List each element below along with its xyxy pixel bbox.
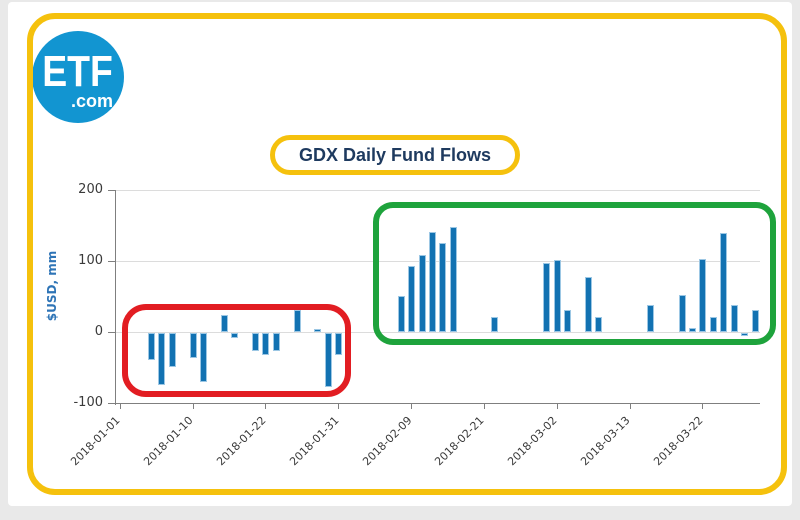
- bar-2018-02-09: [408, 266, 416, 333]
- bar-2018-02-15: [449, 227, 457, 333]
- x-tick-mark: [483, 404, 485, 409]
- gridline-100: [115, 261, 760, 263]
- bar-2018-01-08: [168, 333, 176, 368]
- bar-2018-03-07: [585, 276, 593, 333]
- x-tick-mark: [338, 404, 340, 409]
- x-tick-label: 2018-02-21: [432, 413, 488, 469]
- x-tick-mark: [702, 404, 704, 409]
- x-tick-label: 2018-03-22: [651, 413, 706, 469]
- bar-2018-01-25: [293, 310, 301, 333]
- chart-title: GDX Daily Fund Flows: [298, 144, 491, 165]
- x-tick-mark: [265, 404, 267, 409]
- logo-etf-text: ETF: [42, 47, 114, 97]
- bar-2018-02-12: [418, 254, 426, 333]
- x-tick-label: 2018-01-01: [68, 413, 123, 469]
- x-tick-mark: [629, 404, 631, 409]
- x-tick-label: 2018-01-22: [214, 413, 269, 469]
- bar-2018-01-30: [324, 333, 332, 387]
- bar-2018-03-15: [647, 305, 655, 333]
- bar-2018-01-29: [314, 329, 322, 333]
- bar-2018-03-20: [678, 295, 686, 333]
- x-tick-label: 2018-02-09: [359, 413, 415, 469]
- bar-2018-03-23: [709, 316, 717, 333]
- x-tick-mark: [192, 404, 194, 409]
- x-tick-mark: [411, 404, 413, 409]
- bar-2018-01-22: [262, 333, 270, 355]
- x-tick-label: 2018-03-13: [578, 413, 633, 469]
- bar-chart: $USD, mm 200 100 0 -100 2018-01-01 2018-01-10…: [45, 182, 760, 468]
- y-tick-mark: [108, 403, 115, 405]
- bar-2018-01-31: [335, 333, 343, 356]
- bar-2018-02-22: [491, 317, 499, 333]
- bar-2018-03-05: [564, 309, 572, 333]
- gridline-200: [115, 190, 760, 191]
- chart-title-highlight: GDX Daily Fund Flows: [270, 135, 520, 175]
- bar-2018-01-11: [200, 333, 208, 382]
- bar-2018-01-04: [148, 333, 155, 361]
- bar-2018-01-10: [189, 333, 197, 359]
- bar-2018-02-13: [428, 231, 436, 333]
- y-tick-mark: [108, 261, 115, 263]
- bar-2018-03-29: [751, 309, 759, 333]
- bar-2018-01-17: [231, 333, 239, 338]
- x-tick-mark: [556, 404, 558, 409]
- y-tick-label: -100: [73, 395, 103, 411]
- bar-2018-03-26: [720, 233, 728, 333]
- etfcom-logo: ETF .com: [32, 31, 124, 123]
- bar-2018-03-08: [595, 316, 603, 333]
- content-card: ETF .com GDX Daily Fund Flows $USD, mm 2…: [8, 2, 792, 506]
- bar-2018-03-21: [689, 328, 697, 333]
- bar-2018-03-01: [543, 263, 551, 333]
- bar-2018-01-23: [272, 333, 280, 352]
- y-axis-line: [115, 190, 116, 405]
- bar-2018-03-27: [730, 305, 738, 333]
- y-tick-label: 0: [94, 324, 103, 340]
- gridline--100: [115, 403, 760, 405]
- logo-com-text: .com: [70, 90, 113, 111]
- y-tick-mark: [108, 190, 115, 191]
- bar-2018-01-16: [220, 314, 228, 333]
- bar-2018-02-08: [397, 296, 405, 333]
- bar-2018-03-28: [741, 333, 749, 337]
- bar-2018-03-02: [553, 260, 561, 333]
- x-tick-label: 2018-01-10: [141, 413, 196, 469]
- bar-2018-01-05: [158, 333, 166, 386]
- x-tick-label: 2018-01-31: [286, 413, 342, 469]
- bar-2018-01-19: [252, 333, 260, 352]
- gridline-0: [115, 332, 760, 334]
- y-tick-label: 200: [78, 182, 103, 197]
- y-tick-label: 100: [78, 253, 103, 269]
- bar-2018-02-14: [439, 243, 447, 333]
- y-tick-mark: [108, 332, 115, 334]
- x-tick-label: 2018-03-02: [505, 413, 560, 469]
- bar-2018-03-22: [699, 259, 707, 333]
- x-tick-mark: [119, 404, 121, 409]
